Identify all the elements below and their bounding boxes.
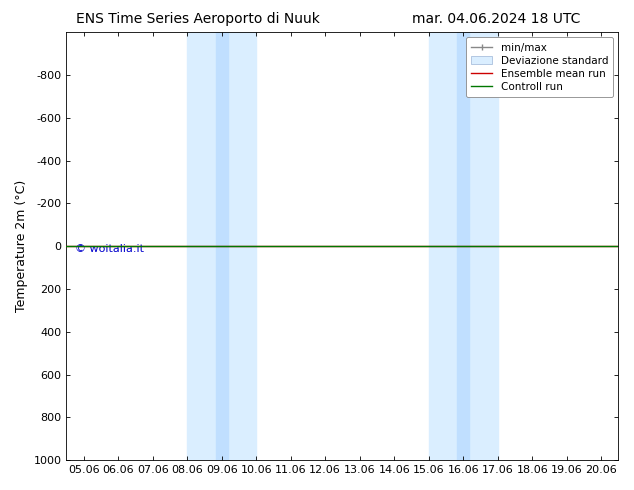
Text: © woitalia.it: © woitalia.it [75,244,144,254]
Y-axis label: Temperature 2m (°C): Temperature 2m (°C) [15,180,28,312]
Legend: min/max, Deviazione standard, Ensemble mean run, Controll run: min/max, Deviazione standard, Ensemble m… [466,37,613,97]
Bar [187,32,256,460]
Bar [457,32,469,460]
Text: mar. 04.06.2024 18 UTC: mar. 04.06.2024 18 UTC [412,12,581,26]
Bar [216,32,228,460]
Text: ENS Time Series Aeroporto di Nuuk: ENS Time Series Aeroporto di Nuuk [76,12,320,26]
Bar [429,32,498,460]
